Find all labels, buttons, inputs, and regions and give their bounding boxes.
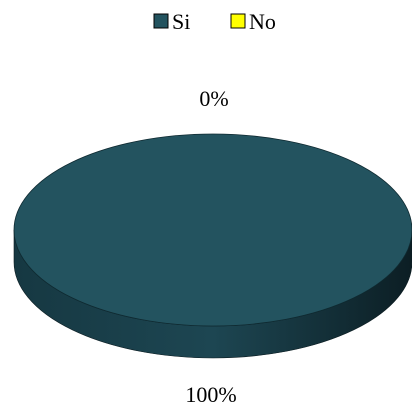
pie-slice-si	[13, 133, 412, 327]
pie-3d	[13, 133, 412, 359]
legend-swatch-si	[153, 13, 169, 29]
legend-entry-no: No	[230, 9, 276, 34]
legend-entry-si: Si	[153, 9, 190, 34]
chart-legend: Si No	[153, 9, 276, 34]
legend-label-no: No	[249, 9, 276, 34]
data-label-si: 100%	[185, 382, 236, 406]
legend-label-si: Si	[172, 9, 190, 34]
data-label-no: 0%	[199, 86, 228, 111]
legend-swatch-no	[230, 13, 246, 29]
